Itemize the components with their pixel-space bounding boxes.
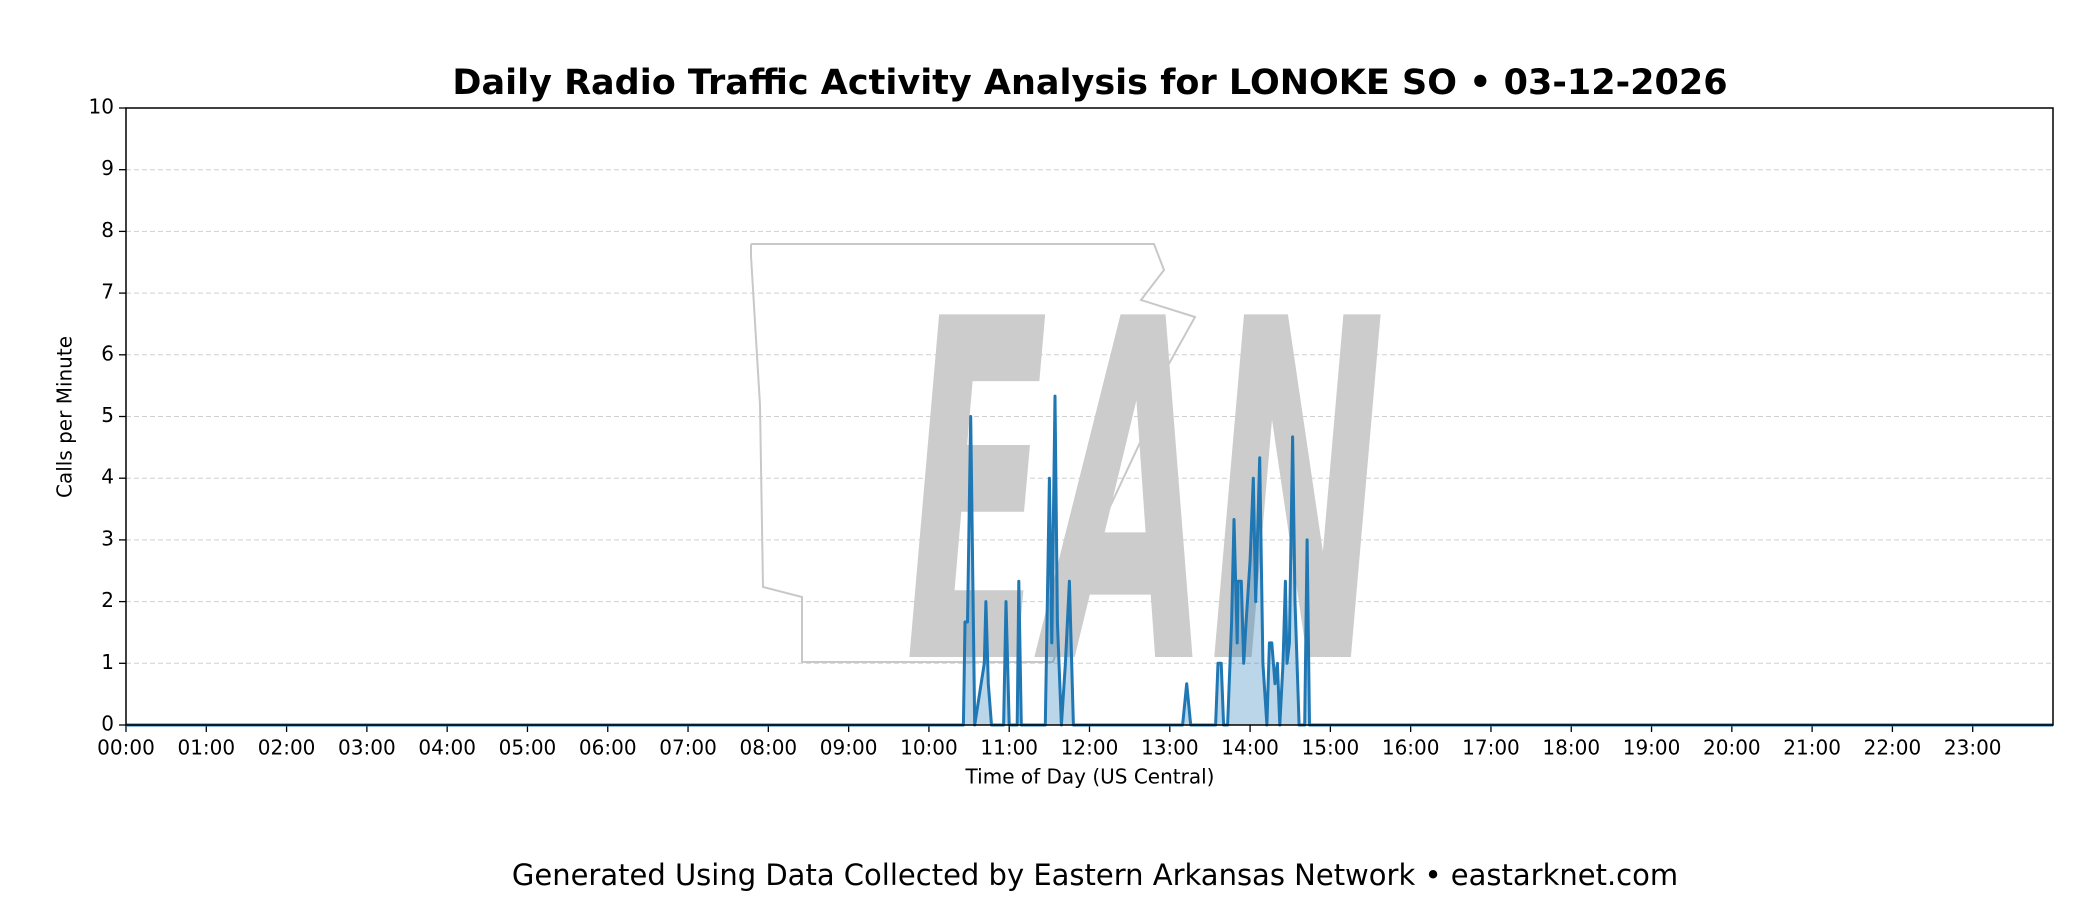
x-tick-label: 16:00	[1382, 736, 1440, 760]
x-tick-label: 19:00	[1623, 736, 1681, 760]
y-tick-label: 9	[101, 156, 114, 180]
y-tick-label: 1	[101, 650, 114, 674]
x-axis-label: Time of Day (US Central)	[965, 765, 1215, 789]
x-tick-label: 15:00	[1302, 736, 1360, 760]
x-tick-label: 10:00	[900, 736, 958, 760]
x-tick-label: 11:00	[980, 736, 1038, 760]
x-tick-label: 14:00	[1221, 736, 1279, 760]
watermark: EAN	[750, 221, 1385, 768]
footer: Generated Using Data Collected by Easter…	[512, 858, 1678, 892]
state-outline	[750, 243, 1197, 663]
x-tick-label: 12:00	[1061, 736, 1119, 760]
y-tick-label: 2	[101, 588, 114, 612]
y-tick-label: 5	[101, 403, 114, 427]
x-tick-label: 22:00	[1864, 736, 1922, 760]
x-tick-label: 00:00	[97, 736, 155, 760]
y-tick-label: 3	[101, 526, 114, 550]
y-axis-label: Calls per Minute	[53, 336, 77, 498]
x-tick-label: 05:00	[499, 736, 557, 760]
x-tick-label: 02:00	[258, 736, 316, 760]
x-tick-label: 23:00	[1944, 736, 2002, 760]
series-line	[126, 394, 2053, 727]
y-tick-label: 0	[101, 712, 114, 736]
x-tick-label: 20:00	[1703, 736, 1761, 760]
y-tick-label: 4	[101, 465, 114, 489]
y-tick-label: 6	[101, 341, 114, 365]
x-tick-label: 21:00	[1783, 736, 1841, 760]
chart-title: Daily Radio Traffic Activity Analysis fo…	[452, 63, 1727, 103]
x-tick-label: 08:00	[740, 736, 798, 760]
x-tick-label: 04:00	[418, 736, 476, 760]
plot-frame	[125, 107, 2054, 726]
x-tick-label: 17:00	[1462, 736, 1520, 760]
x-tick-label: 13:00	[1141, 736, 1199, 760]
watermark-text: EAN	[905, 221, 1385, 768]
x-tick-label: 03:00	[338, 736, 396, 760]
y-tick-label: 10	[89, 95, 114, 119]
y-tick-label: 7	[101, 280, 114, 304]
x-tick-label: 06:00	[579, 736, 637, 760]
x-tick-label: 09:00	[820, 736, 878, 760]
x-tick-label: 07:00	[659, 736, 717, 760]
y-tick-label: 8	[101, 218, 114, 242]
x-tick-label: 18:00	[1542, 736, 1600, 760]
x-tick-label: 01:00	[177, 736, 235, 760]
